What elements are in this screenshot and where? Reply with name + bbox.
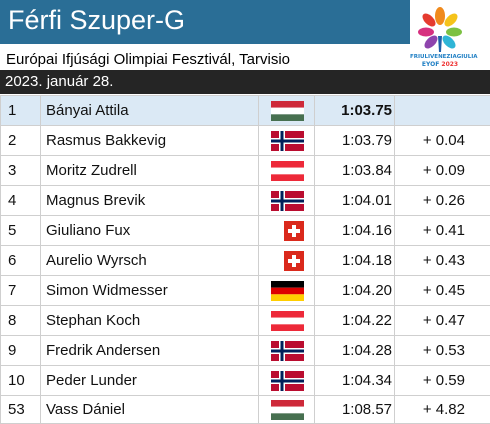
result-row: 8 Stephan Koch 1:04.22 + 0.47 xyxy=(0,305,490,336)
hungary-flag-icon xyxy=(271,399,304,420)
athlete-name-cell: Giuliano Fux xyxy=(40,215,259,246)
rank-cell: 3 xyxy=(0,155,41,186)
result-row: 3 Moritz Zudrell 1:03.84 + 0.09 xyxy=(0,155,490,186)
time-cell: 1:03.84 xyxy=(314,155,395,186)
flag-cell xyxy=(258,395,315,424)
athlete-name-cell: Fredrik Andersen xyxy=(40,335,259,366)
time-cell: 1:04.28 xyxy=(314,335,395,366)
norway-flag-icon xyxy=(271,370,304,391)
athlete-name-cell: Simon Widmesser xyxy=(40,275,259,306)
result-row: 1 Bányai Attila 1:03.75 xyxy=(0,95,490,126)
date-bar: 2023. január 28. xyxy=(0,70,490,94)
athlete-name-cell: Moritz Zudrell xyxy=(40,155,259,186)
flag-cell xyxy=(258,125,315,156)
athlete-name-cell: Stephan Koch xyxy=(40,305,259,336)
time-diff-cell: + 0.41 xyxy=(394,215,490,246)
rank-cell: 4 xyxy=(0,185,41,216)
flag-cell xyxy=(258,155,315,186)
logo-event-year: 2023 xyxy=(441,61,459,68)
athlete-name-cell: Aurelio Wyrsch xyxy=(40,245,259,276)
time-diff-cell: + 0.43 xyxy=(394,245,490,276)
austria-flag-icon xyxy=(271,310,304,331)
time-cell: 1:08.57 xyxy=(314,395,395,424)
athlete-name-cell: Rasmus Bakkevig xyxy=(40,125,259,156)
athlete-name-cell: Peder Lunder xyxy=(40,365,259,396)
rank-cell: 2 xyxy=(0,125,41,156)
time-cell: 1:04.20 xyxy=(314,275,395,306)
rank-cell: 10 xyxy=(0,365,41,396)
flag-cell xyxy=(258,245,315,276)
athlete-name-cell: Vass Dániel xyxy=(40,395,259,424)
time-diff-cell: + 4.82 xyxy=(394,395,490,424)
rank-cell: 5 xyxy=(0,215,41,246)
athlete-name-cell: Bányai Attila xyxy=(40,95,259,126)
result-row: 2 Rasmus Bakkevig 1:03.79 + 0.04 xyxy=(0,125,490,156)
time-diff-cell: + 0.26 xyxy=(394,185,490,216)
rank-cell: 1 xyxy=(0,95,41,126)
results-body: 1 Bányai Attila 1:03.75 2 Rasmus Bakkevig 1:0… xyxy=(0,95,490,424)
rank-cell: 53 xyxy=(0,395,41,424)
norway-flag-icon xyxy=(271,130,304,151)
time-cell: 1:03.75 xyxy=(314,95,395,126)
rank-cell: 7 xyxy=(0,275,41,306)
eyof-torch-flower-icon xyxy=(418,7,462,52)
flag-cell xyxy=(258,95,315,126)
time-diff-cell: + 0.53 xyxy=(394,335,490,366)
result-row: 6 Aurelio Wyrsch 1:04.18 + 0.43 xyxy=(0,245,490,276)
norway-flag-icon xyxy=(271,340,304,361)
eyof-logo: FRIULIVENEZIAGIULIA EYOF 2023 xyxy=(410,6,478,68)
germany-flag-icon xyxy=(271,280,304,301)
hungary-flag-icon xyxy=(271,100,304,121)
time-cell: 1:04.34 xyxy=(314,365,395,396)
time-diff-cell: + 0.47 xyxy=(394,305,490,336)
flag-cell xyxy=(258,365,315,396)
time-cell: 1:04.18 xyxy=(314,245,395,276)
flag-cell xyxy=(258,275,315,306)
norway-flag-icon xyxy=(271,190,304,211)
time-diff-cell xyxy=(394,95,490,126)
header: Férfi Szuper-G Európai Ifjúsági Olimpiai… xyxy=(0,0,490,95)
time-diff-cell: + 0.59 xyxy=(394,365,490,396)
time-cell: 1:04.01 xyxy=(314,185,395,216)
event-subtitle: Európai Ifjúsági Olimpiai Fesztivál, Tar… xyxy=(6,51,290,68)
flag-cell xyxy=(258,215,315,246)
result-row: 10 Peder Lunder 1:04.34 + 0.59 xyxy=(0,365,490,396)
switzerland-flag-icon xyxy=(284,250,304,271)
result-row: 7 Simon Widmesser 1:04.20 + 0.45 xyxy=(0,275,490,306)
time-cell: 1:03.79 xyxy=(314,125,395,156)
time-cell: 1:04.22 xyxy=(314,305,395,336)
result-row: 4 Magnus Brevik 1:04.01 + 0.26 xyxy=(0,185,490,216)
title-bar: Férfi Szuper-G xyxy=(0,0,410,44)
switzerland-flag-icon xyxy=(284,220,304,241)
athlete-name-cell: Magnus Brevik xyxy=(40,185,259,216)
rank-cell: 9 xyxy=(0,335,41,366)
event-date: 2023. január 28. xyxy=(5,73,114,90)
logo-region-text: FRIULIVENEZIAGIULIA xyxy=(410,54,478,60)
results-table: 1 Bányai Attila 1:03.75 2 Rasmus Bakkevig 1:0… xyxy=(0,95,490,424)
rank-cell: 8 xyxy=(0,305,41,336)
result-row: 53 Vass Dániel 1:08.57 + 4.82 xyxy=(0,395,490,424)
flag-cell xyxy=(258,185,315,216)
result-row: 5 Giuliano Fux 1:04.16 + 0.41 xyxy=(0,215,490,246)
logo-event-text: EYOF 2023 xyxy=(410,61,470,68)
page-title: Férfi Szuper-G xyxy=(8,5,186,35)
rank-cell: 6 xyxy=(0,245,41,276)
time-diff-cell: + 0.09 xyxy=(394,155,490,186)
result-row: 9 Fredrik Andersen 1:04.28 + 0.53 xyxy=(0,335,490,366)
time-cell: 1:04.16 xyxy=(314,215,395,246)
time-diff-cell: + 0.45 xyxy=(394,275,490,306)
logo-event-name: EYOF xyxy=(421,61,440,68)
austria-flag-icon xyxy=(271,160,304,181)
flag-cell xyxy=(258,305,315,336)
time-diff-cell: + 0.04 xyxy=(394,125,490,156)
flag-cell xyxy=(258,335,315,366)
